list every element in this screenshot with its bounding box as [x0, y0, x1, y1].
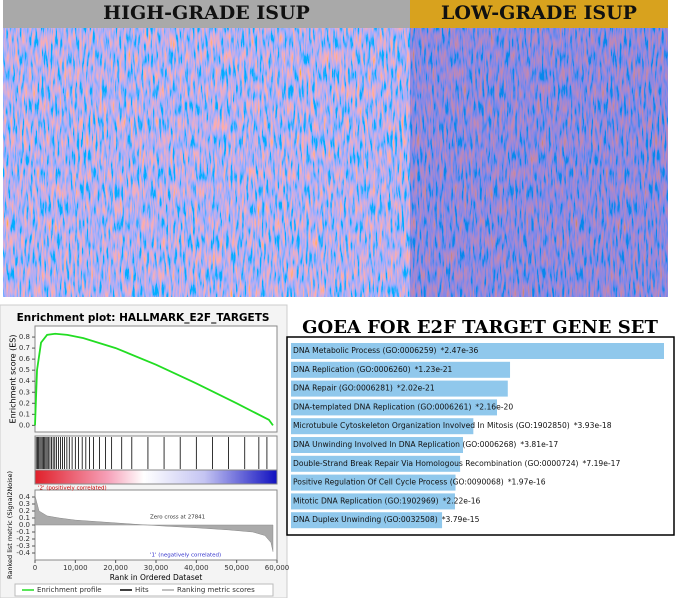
x-tick-label: 60,000: [265, 564, 290, 572]
group-bar: [3, 0, 410, 28]
group-label: LOW-GRADE ISUP: [441, 2, 637, 24]
bar-category: DNA Duplex Unwinding (GO:0032508): [293, 515, 438, 524]
y-tick-label: 0.2: [19, 507, 30, 515]
y-tick-label: 0.2: [19, 399, 30, 407]
y-tick-label: 0.3: [19, 500, 30, 508]
bar-value-label: *3.93e-18: [574, 421, 612, 430]
x-tick-label: 20,000: [103, 564, 128, 572]
y-tick-label: 0.7: [19, 344, 30, 352]
bar: [291, 455, 461, 472]
bar-value-label: *3.81e-17: [520, 440, 558, 449]
zero-annotation: Zero cross at 27841: [150, 515, 205, 521]
bar-value-label: *1.23e-21: [415, 365, 453, 374]
bar-category: DNA Repair (GO:0006281): [293, 384, 393, 393]
bar-category: Mitotic DNA Replication (GO:1902969): [293, 496, 439, 505]
bar-value-label: *1.97e-16: [508, 478, 546, 487]
gsea-title: Enrichment plot: HALLMARK_E2F_TARGETS: [17, 312, 270, 324]
legend-label: Enrichment profile: [37, 586, 102, 594]
bar-category: Microtubule Cytoskeleton Organization In…: [293, 421, 570, 430]
bar-value-label: *2.22e-16: [443, 496, 481, 505]
bar-category: DNA Metabolic Process (GO:0006259): [293, 346, 437, 355]
bar: [291, 512, 443, 529]
bar-value-label: *3.79e-15: [442, 515, 480, 524]
y-tick-label: 0.4: [19, 377, 31, 385]
bar-category: DNA Unwinding Involved In DNA Replicatio…: [293, 440, 516, 449]
goea-title: GOEA FOR E2F TARGET GENE SET: [302, 317, 658, 338]
bar: [291, 493, 455, 510]
y-tick-label: 0.6: [19, 355, 31, 363]
y-tick-label: 0.0: [19, 421, 30, 429]
bar-category: Positive Regulation Of Cell Cycle Proces…: [293, 478, 504, 487]
y-tick-label: 0.1: [19, 410, 30, 418]
y-tick-label: 0.4: [19, 493, 31, 501]
bar: [291, 474, 456, 491]
y-tick-label: -0.1: [16, 528, 30, 536]
bar-category: Double-Strand Break Repair Via Homologou…: [293, 459, 579, 468]
x-tick-label: 40,000: [184, 564, 209, 572]
bar-value-label: *2.47e-36: [441, 346, 479, 355]
bar: [291, 343, 664, 359]
heatmap-shade: [410, 28, 668, 297]
bar: [291, 361, 511, 378]
color-bar: [34, 469, 278, 485]
y-tick-label: 0.3: [19, 388, 30, 396]
y-tick-label: 0.1: [19, 514, 30, 522]
legend-label: Ranking metric scores: [177, 586, 255, 594]
y-tick-label: -0.3: [16, 542, 30, 550]
pos-annotation: '2' (positively correlated): [38, 486, 107, 492]
bar: [291, 418, 474, 435]
hits-frame: [34, 435, 278, 471]
y-tick-label: -0.2: [16, 535, 30, 543]
bar: [291, 399, 498, 416]
y-tick-label: 0.5: [19, 366, 30, 374]
bar-value-label: *2.16e-20: [475, 402, 513, 411]
y-tick-label: -0.4: [16, 549, 30, 557]
bar-category: DNA Replication (GO:0006260): [293, 365, 411, 374]
y-tick-label: 0.8: [19, 333, 30, 341]
x-tick-label: 50,000: [224, 564, 249, 572]
bar-value-label: *2.02e-21: [397, 384, 435, 393]
xlabel: Rank in Ordered Dataset: [110, 573, 203, 582]
group-label: HIGH-GRADE ISUP: [103, 2, 310, 24]
bar-category: DNA-templated DNA Replication (GO:000626…: [293, 402, 471, 411]
heatmap: [3, 28, 668, 297]
x-tick-label: 10,000: [63, 564, 88, 572]
group-bar: [410, 0, 668, 28]
neg-annotation: '1' (negatively correlated): [150, 553, 221, 559]
y-tick-label: 0.0: [19, 521, 30, 529]
legend-box: [14, 583, 274, 597]
bar-value-label: *7.19e-17: [583, 459, 621, 468]
es-frame: [34, 325, 278, 433]
rank-ylabel: Ranked list metric (Signal2Noise): [6, 471, 14, 579]
es-ylabel: Enrichment score (ES): [9, 335, 18, 424]
bar: [291, 437, 463, 453]
legend-label: Hits: [135, 586, 149, 594]
x-tick-label: 0: [33, 564, 37, 572]
ranking-area: [34, 495, 274, 552]
x-tick-label: 30,000: [144, 564, 169, 572]
es-line: [34, 332, 274, 426]
bar: [291, 380, 508, 397]
